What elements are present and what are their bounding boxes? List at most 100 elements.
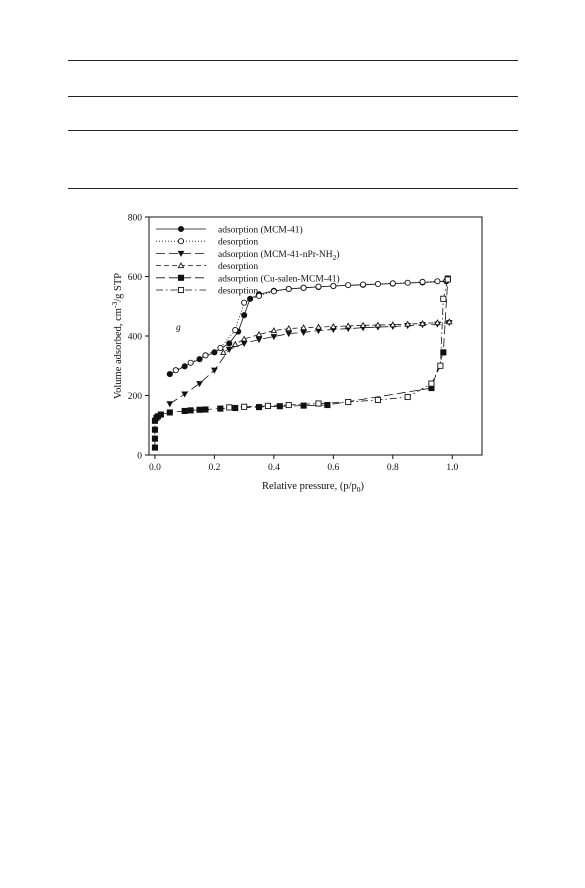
legend-marker-1 [177,225,185,233]
legend-label-5: adsorption (Cu-salen-MCM-41) [218,273,340,284]
data-point-series-2 [315,283,322,290]
data-point-series-2 [389,280,396,287]
top-rule-1 [68,60,518,61]
data-point-series-6 [428,380,435,387]
x-tick-label: 0.2 [208,463,220,473]
data-point-series-5 [324,401,331,409]
series-line-2 [175,280,447,371]
series-markers [151,275,453,451]
y-tick-label: 200 [128,392,143,402]
legend-label-3: adsorption (MCM-41-nPr-NH2) [218,249,340,262]
data-point-series-6 [345,398,352,406]
chart-annotation: g [176,323,181,333]
data-point-series-5 [202,406,209,413]
data-point-series-6 [444,276,451,283]
data-point-series-3 [166,401,174,408]
y-tick-label: 600 [128,273,143,283]
data-point-series-4 [419,319,426,327]
series-line-5 [154,278,449,448]
legend-label-6: desorption [218,287,258,297]
data-point-series-1 [241,312,248,319]
x-tick-label: 0.6 [327,463,339,473]
y-axis-title-main: Volume adsorbed, cm [113,308,124,399]
y-axis-title-sup: -3 [110,302,119,308]
data-point-series-1 [196,356,203,363]
data-point-series-3 [285,331,293,338]
series-line-1 [169,280,447,375]
legend-label-4: desorption [218,262,258,272]
legend: adsorption (MCM-41)desorptionadsorption … [156,225,340,297]
data-point-series-2 [404,279,411,286]
data-point-series-2 [345,282,352,289]
data-point-series-2 [374,280,381,287]
data-point-series-2 [285,285,292,293]
legend-label-1: adsorption (MCM-41) [218,225,303,236]
data-point-series-2 [187,359,194,366]
data-point-series-3 [255,337,263,344]
legend-label-2: desorption [218,238,258,248]
data-point-series-2 [232,326,239,334]
data-point-series-2 [241,299,248,306]
data-point-series-2 [202,352,209,359]
data-point-series-2 [360,281,367,288]
data-point-series-6 [374,396,381,404]
data-point-series-4 [270,327,278,334]
data-point-series-6 [285,401,292,409]
data-point-series-4 [240,335,248,342]
data-point-series-2 [270,288,277,295]
data-point-series-4 [434,319,441,326]
data-point-series-6 [440,295,447,302]
data-point-series-3 [211,367,218,374]
x-tick-label: 0.0 [149,463,161,473]
data-point-series-2 [300,284,307,291]
x-axis-title-end: ) [361,481,365,492]
x-tick-label: 1.0 [446,463,458,473]
data-point-series-6 [226,404,233,411]
data-point-series-5 [157,411,164,418]
data-point-series-4 [374,321,382,328]
data-point-series-3 [225,346,233,353]
y-axis-title-end: /g STP [113,273,124,302]
data-point-series-3 [196,381,203,388]
series-lines [154,278,450,448]
data-point-series-4 [359,321,367,328]
data-point-series-6 [404,393,411,401]
data-point-series-5 [217,405,224,412]
data-point-series-5 [151,435,158,442]
data-point-series-2 [330,282,337,290]
x-axis-title-sub: 0 [357,485,361,494]
data-point-series-4 [219,348,227,355]
top-rule-2 [68,96,518,97]
data-point-series-4 [285,325,293,332]
data-point-series-5 [255,404,263,411]
data-point-series-4 [445,318,453,325]
data-point-series-5 [181,407,188,415]
y-tick-label: 800 [128,214,143,224]
data-point-series-5 [151,444,158,451]
x-axis-title: Relative pressure, (p/p0) [262,481,365,494]
data-point-series-2 [434,278,441,285]
data-point-series-6 [437,362,444,369]
axes: 0.0 0.2 0.4 0.6 0.8 1.0 0 200 400 600 800 [128,214,459,474]
data-point-series-2 [217,344,224,351]
legend-marker-3 [177,250,185,257]
legend-subscript: 2 [333,253,337,262]
data-point-series-5 [276,403,283,410]
data-point-series-5 [232,404,239,412]
data-point-series-1 [247,295,254,302]
legend-marker-5 [177,274,185,281]
series-line-3 [169,322,450,405]
data-point-series-5 [187,407,194,414]
data-point-series-4 [255,330,263,338]
x-axis-title-main: Relative pressure, (p/p [262,481,357,492]
data-point-series-3 [270,334,278,341]
x-tick-label: 0.4 [268,463,280,473]
data-point-series-3 [181,391,189,398]
legend-marker-2 [177,238,185,245]
legend-label-end: ) [336,249,339,260]
data-point-series-4 [231,340,239,347]
top-rule-4 [68,188,518,189]
data-point-series-5 [440,349,447,356]
data-point-series-5 [300,402,307,409]
